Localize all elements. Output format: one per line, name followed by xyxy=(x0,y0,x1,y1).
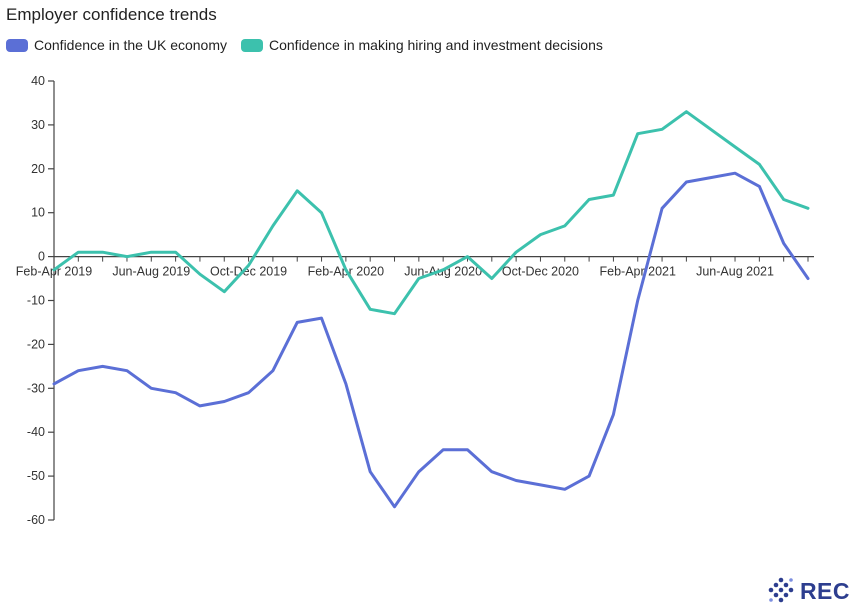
y-tick-label: 40 xyxy=(31,74,45,88)
x-tick-label: Oct-Dec 2020 xyxy=(502,265,579,279)
y-tick-label: 10 xyxy=(31,206,45,220)
x-tick-label: Jun-Aug 2020 xyxy=(404,265,482,279)
legend-item-hiring-investment[interactable]: Confidence in making hiring and investme… xyxy=(241,37,603,53)
chart-title: Employer confidence trends xyxy=(6,5,217,24)
rec-logo: REC xyxy=(766,577,850,605)
y-tick-label: 30 xyxy=(31,118,45,132)
y-tick-label: -60 xyxy=(27,513,45,527)
y-tick-label: 0 xyxy=(38,250,45,264)
x-tick-label: Jun-Aug 2021 xyxy=(696,265,774,279)
y-tick-label: -40 xyxy=(27,425,45,439)
chart-legend: Confidence in the UK economy Confidence … xyxy=(6,37,617,53)
legend-label-uk-economy: Confidence in the UK economy xyxy=(34,37,227,53)
y-tick-label: -10 xyxy=(27,294,45,308)
series-line-uk-economy xyxy=(52,171,810,509)
x-tick-label: Oct-Dec 2019 xyxy=(210,265,287,279)
x-tick-label: Feb-Apr 2019 xyxy=(16,265,92,279)
rec-logo-text: REC xyxy=(799,577,850,604)
legend-swatch-uk-economy xyxy=(6,38,28,52)
legend-label-hiring-investment: Confidence in making hiring and investme… xyxy=(269,37,603,53)
legend-item-uk-economy[interactable]: Confidence in the UK economy xyxy=(6,37,227,53)
chart-axes: 40 30 20 10 0 -10 -20 -30 -40 -50 -60 Feb-Apr 2019 J… xyxy=(16,74,814,527)
legend-swatch-hiring-investment xyxy=(241,38,263,52)
y-tick-label: -50 xyxy=(27,469,45,483)
y-tick-label: -30 xyxy=(27,381,45,395)
rec-diamond-dots-icon xyxy=(768,577,794,603)
y-tick-label: 20 xyxy=(31,162,45,176)
chart-series-lines xyxy=(52,110,810,509)
y-tick-label: -20 xyxy=(27,337,45,351)
x-tick-label: Jun-Aug 2019 xyxy=(112,265,190,279)
x-tick-label: Feb-Apr 2021 xyxy=(600,265,676,279)
series-line-hiring-investment xyxy=(52,110,810,316)
